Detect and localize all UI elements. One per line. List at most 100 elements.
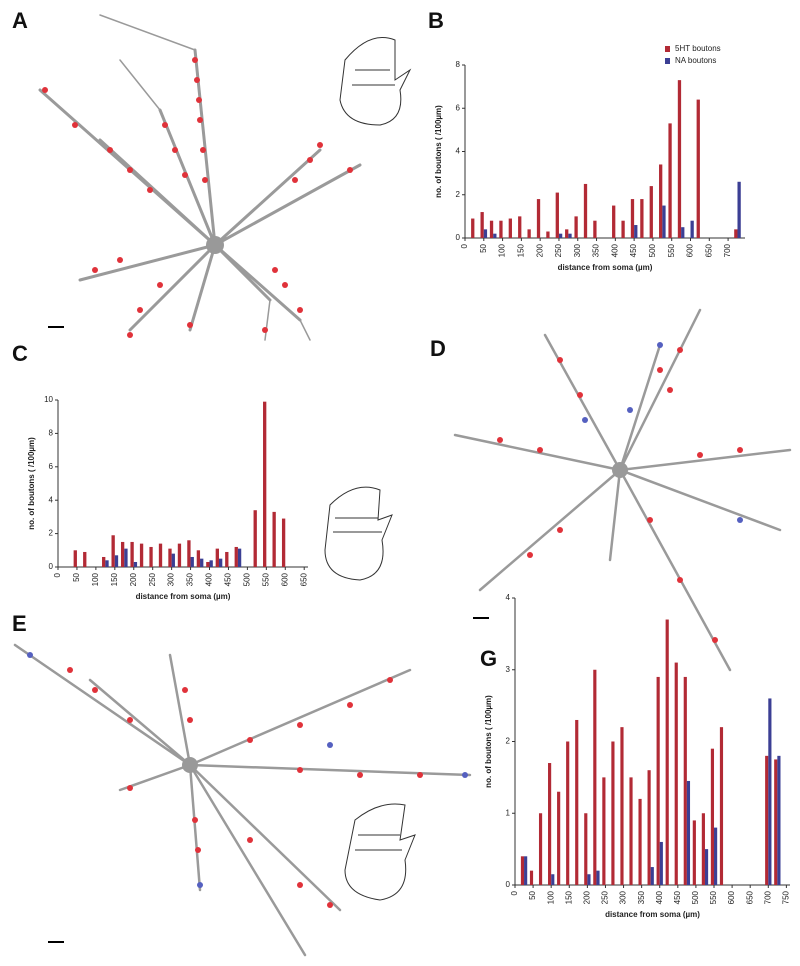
bar xyxy=(686,780,691,885)
bar xyxy=(555,192,559,238)
bar xyxy=(281,518,286,567)
x-tick-label: 300 xyxy=(573,243,582,257)
bar xyxy=(640,199,644,238)
bar xyxy=(538,813,543,885)
bar xyxy=(701,813,705,885)
bar xyxy=(73,550,77,567)
x-tick-label: 500 xyxy=(691,890,700,904)
x-tick-label: 250 xyxy=(554,243,563,257)
bar xyxy=(557,791,561,885)
bar xyxy=(489,220,494,238)
x-tick-label: 100 xyxy=(91,572,100,586)
panel-label: E xyxy=(12,611,27,636)
bar xyxy=(647,770,651,885)
bar xyxy=(696,99,700,238)
x-tick-label: 50 xyxy=(528,890,537,899)
bar xyxy=(629,777,633,885)
x-tick-label: 250 xyxy=(601,890,610,904)
bar xyxy=(683,676,687,885)
neuron-e xyxy=(13,643,472,957)
bar xyxy=(558,233,563,238)
bar xyxy=(520,856,525,885)
x-tick-label: 650 xyxy=(704,243,713,257)
x-tick-label: 450 xyxy=(629,243,638,257)
bar xyxy=(692,820,696,885)
panel-label: G xyxy=(480,646,497,671)
x-tick-label: 150 xyxy=(110,572,119,586)
x-tick-label: 300 xyxy=(619,890,628,904)
legend-label: NA boutons xyxy=(675,56,716,65)
bar xyxy=(206,561,210,567)
x-tick-label: 600 xyxy=(686,243,695,257)
bar xyxy=(196,550,201,567)
x-tick-label: 0 xyxy=(53,572,62,577)
x-tick-label: 400 xyxy=(655,890,664,904)
bar xyxy=(190,556,194,567)
bar xyxy=(130,541,134,567)
x-tick-label: 200 xyxy=(582,890,591,904)
bar xyxy=(774,759,778,885)
y-tick-label: 0 xyxy=(506,880,511,889)
bar xyxy=(187,540,191,567)
bar xyxy=(659,164,663,238)
x-tick-label: 350 xyxy=(637,890,646,904)
bar xyxy=(200,558,204,567)
x-tick-label: 200 xyxy=(129,572,138,586)
x-tick-label: 600 xyxy=(727,890,736,904)
bar xyxy=(149,546,153,567)
bar xyxy=(659,841,663,885)
bar xyxy=(612,205,616,238)
x-tick-label: 150 xyxy=(516,243,525,257)
bar xyxy=(536,199,541,238)
x-tick-label: 750 xyxy=(781,890,790,904)
x-tick-label: 650 xyxy=(299,572,308,586)
bar xyxy=(566,741,570,885)
x-tick-label: 450 xyxy=(224,572,233,586)
bar xyxy=(483,229,488,238)
y-axis-label: no. of boutons ( /100µm) xyxy=(27,437,36,530)
bar xyxy=(565,229,569,238)
y-tick-label: 2 xyxy=(49,529,54,538)
bar xyxy=(177,543,182,567)
bar xyxy=(681,227,685,238)
y-tick-label: 8 xyxy=(49,429,54,438)
bar xyxy=(768,698,772,885)
bar xyxy=(714,827,718,885)
x-tick-label: 50 xyxy=(72,572,81,581)
x-tick-label: 350 xyxy=(592,243,601,257)
bar xyxy=(690,220,694,238)
bar xyxy=(480,212,484,238)
bar xyxy=(518,216,522,238)
y-tick-label: 4 xyxy=(506,593,511,602)
x-tick-label: 350 xyxy=(186,572,195,586)
x-tick-label: 0 xyxy=(510,890,519,895)
x-tick-label: 300 xyxy=(167,572,176,586)
bar xyxy=(638,798,642,885)
bar xyxy=(209,560,213,567)
bar xyxy=(471,218,475,238)
x-tick-label: 600 xyxy=(280,572,289,586)
y-axis-label: no. of boutons ( /100µm) xyxy=(434,105,443,198)
panel-label: D xyxy=(430,336,446,361)
legend-label: 5HT boutons xyxy=(675,44,721,53)
bar xyxy=(630,199,635,238)
bar xyxy=(596,870,600,885)
bar xyxy=(602,777,606,885)
x-tick-label: 400 xyxy=(205,572,214,586)
bar xyxy=(253,510,257,567)
x-tick-label: 700 xyxy=(723,243,732,257)
bar xyxy=(674,662,678,885)
bar xyxy=(737,181,741,238)
y-tick-label: 6 xyxy=(456,103,461,112)
bar xyxy=(546,231,550,238)
bar xyxy=(83,551,87,567)
bar xyxy=(529,870,534,885)
x-tick-label: 400 xyxy=(610,243,619,257)
y-tick-label: 4 xyxy=(456,147,461,156)
bar xyxy=(593,669,597,885)
cord-c xyxy=(324,486,393,581)
bar xyxy=(587,874,591,885)
bar xyxy=(263,401,267,567)
bar xyxy=(218,558,223,567)
bar xyxy=(551,874,555,885)
